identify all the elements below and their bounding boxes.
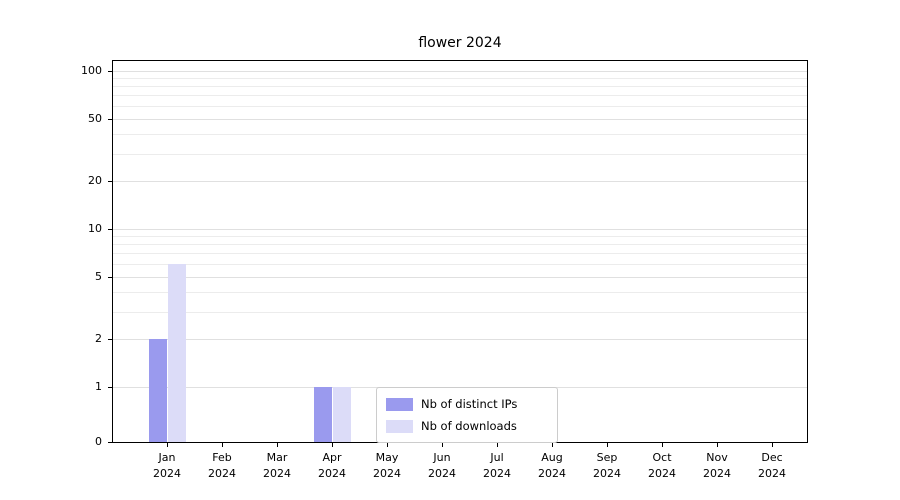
y-gridline-minor — [113, 244, 807, 245]
y-tick-label: 100 — [81, 64, 102, 77]
legend-item-downloads: Nb of downloads — [386, 417, 548, 435]
legend-swatch-distinct-ips — [386, 397, 413, 411]
x-tick-mark — [717, 443, 718, 447]
y-gridline-minor — [113, 154, 807, 155]
y-tick-label: 20 — [88, 174, 102, 187]
x-tick-label: Sep 2024 — [593, 451, 621, 480]
x-tick-mark — [497, 443, 498, 447]
x-tick-mark — [662, 443, 663, 447]
legend-label-downloads: Nb of downloads — [421, 419, 517, 433]
x-tick-label: Mar 2024 — [263, 451, 291, 480]
x-tick-label: Oct 2024 — [648, 451, 676, 480]
plot-area: Nb of distinct IPs Nb of downloads — [112, 60, 808, 443]
y-gridline-minor — [113, 236, 807, 237]
bar-distinct-ips — [149, 339, 167, 442]
y-gridline — [113, 339, 807, 340]
y-tick-mark — [108, 229, 112, 230]
bar-downloads — [168, 264, 186, 442]
y-gridline-minor — [113, 292, 807, 293]
x-tick-label: Jan 2024 — [153, 451, 181, 480]
legend: Nb of distinct IPs Nb of downloads — [376, 387, 558, 443]
y-gridline — [113, 71, 807, 72]
y-tick-mark — [108, 119, 112, 120]
y-tick-mark — [108, 181, 112, 182]
y-gridline-minor — [113, 106, 807, 107]
y-tick-label: 0 — [95, 435, 102, 448]
y-gridline — [113, 277, 807, 278]
y-gridline-minor — [113, 134, 807, 135]
x-tick-label: Feb 2024 — [208, 451, 236, 480]
x-tick-mark — [387, 443, 388, 447]
y-gridline — [113, 229, 807, 230]
x-tick-label: Dec 2024 — [758, 451, 786, 480]
y-gridline-minor — [113, 78, 807, 79]
legend-item-distinct-ips: Nb of distinct IPs — [386, 395, 548, 413]
y-tick-mark — [108, 71, 112, 72]
x-tick-label: Nov 2024 — [703, 451, 731, 480]
y-tick-mark — [108, 339, 112, 340]
bar-downloads — [333, 387, 351, 442]
x-tick-label: Jun 2024 — [428, 451, 456, 480]
x-tick-label: Apr 2024 — [318, 451, 346, 480]
x-tick-mark — [607, 443, 608, 447]
x-tick-mark — [222, 443, 223, 447]
x-tick-mark — [552, 443, 553, 447]
legend-label-distinct-ips: Nb of distinct IPs — [421, 397, 518, 411]
y-tick-label: 2 — [95, 332, 102, 345]
y-gridline-minor — [113, 95, 807, 96]
x-tick-mark — [277, 443, 278, 447]
y-gridline-minor — [113, 264, 807, 265]
y-tick-mark — [108, 387, 112, 388]
y-gridline — [113, 119, 807, 120]
y-gridline-minor — [113, 253, 807, 254]
y-tick-label: 5 — [95, 270, 102, 283]
y-gridline-minor — [113, 86, 807, 87]
y-gridline — [113, 181, 807, 182]
y-tick-label: 1 — [95, 380, 102, 393]
y-gridline-minor — [113, 312, 807, 313]
bar-distinct-ips — [314, 387, 332, 442]
x-tick-label: Aug 2024 — [538, 451, 566, 480]
y-tick-label: 10 — [88, 222, 102, 235]
chart-title: flower 2024 — [418, 35, 502, 51]
x-tick-mark — [332, 443, 333, 447]
x-tick-mark — [772, 443, 773, 447]
legend-swatch-downloads — [386, 419, 413, 433]
x-tick-label: May 2024 — [373, 451, 401, 480]
y-tick-mark — [108, 277, 112, 278]
y-tick-mark — [108, 442, 112, 443]
x-tick-label: Jul 2024 — [483, 451, 511, 480]
x-tick-mark — [167, 443, 168, 447]
y-tick-label: 50 — [88, 112, 102, 125]
x-tick-mark — [442, 443, 443, 447]
